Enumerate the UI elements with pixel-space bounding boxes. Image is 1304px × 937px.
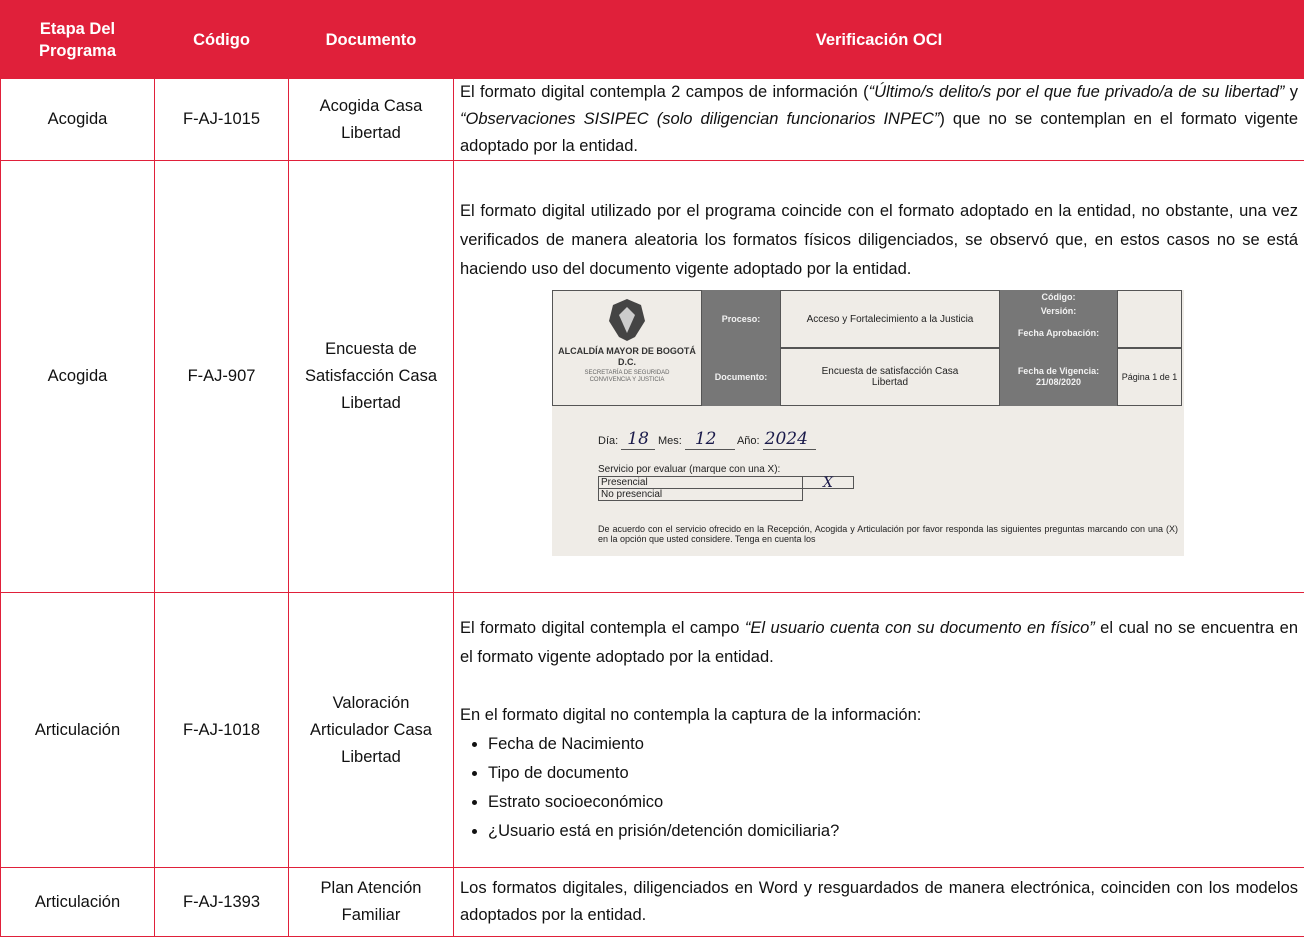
secretariat: SECRETARÍA DE SEGURIDAD CONVIVENCIA Y JU… (553, 368, 701, 384)
label-cell: Código: (1000, 290, 1117, 304)
instructions: De acuerdo con el servicio ofrecido en l… (598, 524, 1178, 544)
month: 12 (685, 429, 735, 450)
month-label: Mes: (658, 435, 682, 447)
option: No presencial (598, 488, 803, 501)
scanned-form: ALCALDÍA MAYOR DE BOGOTÁ D.C. SECRETARÍA… (552, 290, 1184, 556)
stage: Articulación (1, 868, 155, 937)
header-row: Etapa Del Programa Código Documento Veri… (1, 1, 1304, 79)
verification: El formato digital contempla 2 campos de… (454, 79, 1304, 161)
bullet: Fecha de Nacimiento (488, 730, 1298, 759)
date-line: Día: 18 Mes: 12 Año: 2024 (598, 430, 816, 450)
verification: El formato digital contempla el campo “E… (454, 593, 1304, 868)
label-cell: Versión: (1000, 304, 1117, 318)
quote: “El usuario cuenta con su documento en f… (745, 619, 1095, 637)
row: Acogida F-AJ-907 Encuesta de Satisfacció… (1, 161, 1304, 593)
document: Valoración Articulador Casa Libertad (289, 593, 454, 868)
paragraph: El formato digital contempla 2 campos de… (460, 79, 1298, 160)
form-document: Encuesta de satisfacción Casa Libertad (780, 348, 1000, 406)
header-cell: Código (155, 1, 289, 79)
process: Acceso y Fortalecimiento a la Justicia (780, 290, 1000, 348)
code: F-AJ-1018 (155, 593, 289, 868)
crest (607, 297, 647, 343)
document: Acogida Casa Libertad (289, 79, 454, 161)
document: Encuesta de Satisfacción Casa Libertad (289, 161, 454, 593)
stage: Acogida (1, 79, 155, 161)
header-cell: Verificación OCI (454, 1, 1304, 79)
day: 18 (621, 429, 655, 450)
header-cell: Etapa Del Programa (1, 1, 155, 79)
day-label: Día: (598, 435, 618, 447)
row: Articulación F-AJ-1393 Plan Atención Fam… (1, 868, 1304, 937)
entity: ALCALDÍA MAYOR DE BOGOTÁ D.C. (553, 346, 701, 368)
mark: X (802, 476, 854, 489)
paragraph: En el formato digital no contempla la ca… (460, 701, 1298, 730)
code: F-AJ-1393 (155, 868, 289, 937)
quote: “Último/s delito/s por el que fue privad… (869, 83, 1285, 101)
paragraph: El formato digital utilizado por el prog… (460, 197, 1298, 284)
page-number: Página 1 de 1 (1117, 348, 1182, 406)
bullet: Tipo de documento (488, 759, 1298, 788)
text: El formato digital contempla 2 campos de… (460, 83, 869, 101)
code: F-AJ-907 (155, 161, 289, 593)
year: 2024 (763, 429, 816, 450)
row: Acogida F-AJ-1015 Acogida Casa Libertad … (1, 79, 1304, 161)
logo-cell: ALCALDÍA MAYOR DE BOGOTÁ D.C. SECRETARÍA… (552, 290, 702, 406)
text: y (1284, 83, 1298, 101)
label-cell: Fecha de Vigencia: 21/08/2020 (1000, 348, 1117, 406)
empty-cell (1117, 290, 1182, 348)
row: Articulación F-AJ-1018 Valoración Articu… (1, 593, 1304, 868)
label-cell: Documento: (702, 348, 780, 406)
verification: Los formatos digitales, diligenciados en… (454, 868, 1304, 937)
bullet: ¿Usuario está en prisión/detención domic… (488, 817, 1298, 846)
bullet-list: Fecha de Nacimiento Tipo de documento Es… (460, 730, 1298, 846)
paragraph: El formato digital contempla el campo “E… (460, 614, 1298, 672)
text: El formato digital contempla el campo (460, 619, 745, 637)
label-cell: Proceso: (702, 290, 780, 348)
mark-text: X (823, 475, 833, 491)
bullet: Estrato socioeconómico (488, 788, 1298, 817)
document: Plan Atención Familiar (289, 868, 454, 937)
header-cell: Documento (289, 1, 454, 79)
verification: El formato digital utilizado por el prog… (454, 161, 1304, 593)
code: F-AJ-1015 (155, 79, 289, 161)
stage: Acogida (1, 161, 155, 593)
label-cell: Fecha Aprobación: (1000, 318, 1117, 348)
year-label: Año: (737, 435, 760, 447)
quote: “Observaciones SISIPEC (solo diligencian… (460, 110, 939, 128)
service-label: Servicio por evaluar (marque con una X): (598, 464, 780, 475)
stage: Articulación (1, 593, 155, 868)
